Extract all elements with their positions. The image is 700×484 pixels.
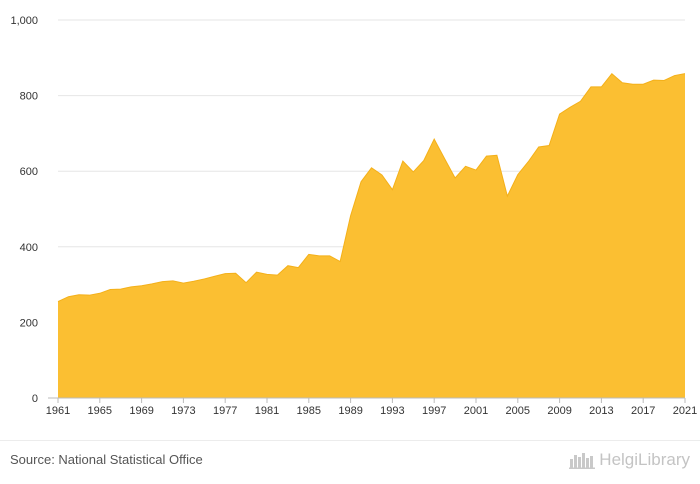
area-chart: 0 200 400 600 800 1,000 1961 1965 1969 1973 1977 19… <box>0 0 700 440</box>
x-tick-label: 1989 <box>338 405 362 417</box>
x-tick-label: 2013 <box>589 405 613 417</box>
brand-logo[interactable]: HelgiLibrary <box>569 450 690 470</box>
x-tick-label: 2009 <box>547 405 571 417</box>
y-tick-label: 600 <box>20 166 38 178</box>
x-tick-label: 2021 <box>673 405 697 417</box>
source-note: Source: National Statistical Office <box>10 452 203 467</box>
x-tick-label: 1965 <box>88 405 112 417</box>
x-tick-label: 1961 <box>46 405 70 417</box>
y-tick-label: 1,000 <box>10 15 38 27</box>
x-tick-label: 2005 <box>506 405 530 417</box>
footer: Source: National Statistical Office Helg… <box>0 440 700 484</box>
y-tick-label: 0 <box>32 393 38 405</box>
x-tick-label: 1993 <box>380 405 404 417</box>
x-tick-label: 1969 <box>129 405 153 417</box>
x-tick-label: 1977 <box>213 405 237 417</box>
x-tick-label: 1973 <box>171 405 195 417</box>
y-tick-label: 400 <box>20 242 38 254</box>
x-tick-label: 1997 <box>422 405 446 417</box>
y-tick-label: 800 <box>20 91 38 103</box>
chart: 0 200 400 600 800 1,000 1961 1965 1969 1973 1977 19… <box>0 0 700 440</box>
city-skyline-icon <box>569 451 595 469</box>
series-area <box>58 74 685 398</box>
y-tick-label: 200 <box>20 317 38 329</box>
brand-name: HelgiLibrary <box>599 450 690 470</box>
x-tick-label: 2017 <box>631 405 655 417</box>
x-tick-label: 1981 <box>255 405 279 417</box>
x-tick-label: 2001 <box>464 405 488 417</box>
x-tick-label: 1985 <box>297 405 321 417</box>
